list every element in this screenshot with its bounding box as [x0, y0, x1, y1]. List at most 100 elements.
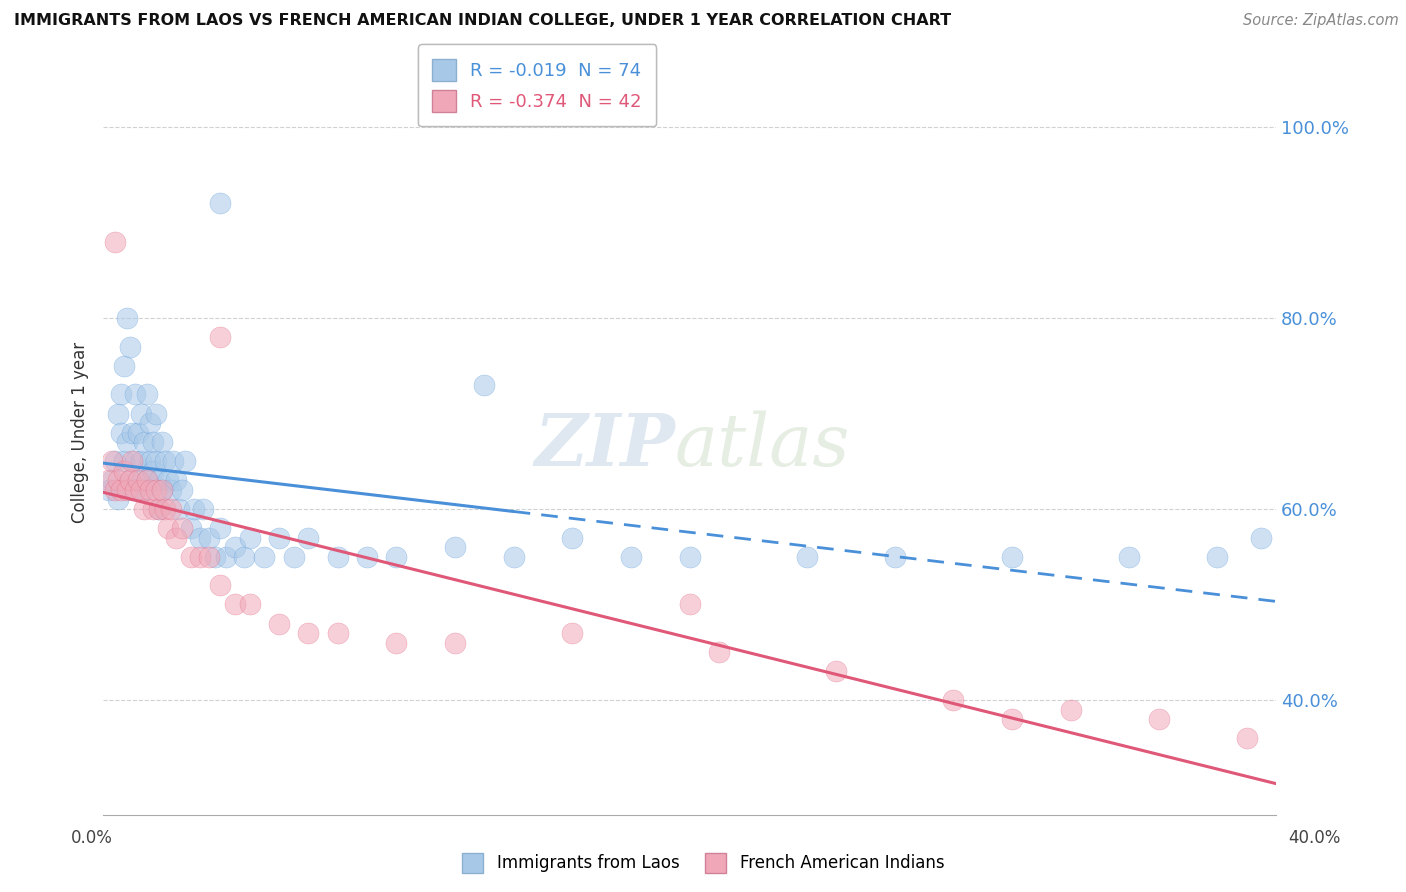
Point — [561, 626, 583, 640]
Text: IMMIGRANTS FROM LAOS VS FRENCH AMERICAN INDIAN COLLEGE, UNDER 1 YEAR CORRELATION: IMMIGRANTS FROM LAOS VS FRENCH AMERICAN … — [14, 13, 952, 29]
Point — [197, 549, 219, 564]
Point — [297, 626, 319, 640]
Point — [148, 502, 170, 516]
Point — [139, 454, 162, 468]
Point — [124, 454, 146, 468]
Point — [678, 598, 700, 612]
Point — [1147, 712, 1170, 726]
Point — [169, 502, 191, 516]
Point — [162, 454, 184, 468]
Point — [129, 483, 152, 497]
Point — [297, 531, 319, 545]
Point — [1206, 549, 1229, 564]
Point — [156, 521, 179, 535]
Point — [136, 387, 159, 401]
Point — [136, 474, 159, 488]
Point — [165, 474, 187, 488]
Point — [239, 598, 262, 612]
Point — [112, 464, 135, 478]
Point — [224, 598, 246, 612]
Point — [115, 311, 138, 326]
Point — [134, 435, 156, 450]
Point — [142, 435, 165, 450]
Point — [267, 616, 290, 631]
Point — [110, 425, 132, 440]
Point — [134, 502, 156, 516]
Point — [121, 425, 143, 440]
Point — [121, 454, 143, 468]
Point — [253, 549, 276, 564]
Point — [150, 483, 173, 497]
Point — [188, 531, 211, 545]
Text: atlas: atlas — [675, 410, 851, 482]
Point — [145, 483, 167, 497]
Point — [183, 502, 205, 516]
Point — [101, 454, 124, 468]
Point — [1001, 549, 1024, 564]
Point — [142, 502, 165, 516]
Point — [1060, 702, 1083, 716]
Point — [115, 483, 138, 497]
Point — [204, 549, 226, 564]
Point — [153, 454, 176, 468]
Point — [148, 502, 170, 516]
Point — [209, 521, 232, 535]
Point — [142, 464, 165, 478]
Point — [150, 483, 173, 497]
Point — [118, 474, 141, 488]
Point — [124, 387, 146, 401]
Point — [134, 483, 156, 497]
Point — [127, 474, 149, 488]
Point — [209, 578, 232, 592]
Point — [283, 549, 305, 564]
Legend: Immigrants from Laos, French American Indians: Immigrants from Laos, French American In… — [456, 847, 950, 880]
Point — [707, 645, 730, 659]
Point — [104, 483, 127, 497]
Point — [326, 549, 349, 564]
Point — [139, 483, 162, 497]
Point — [159, 483, 181, 497]
Point — [139, 416, 162, 430]
Point — [112, 454, 135, 468]
Point — [1001, 712, 1024, 726]
Point — [124, 483, 146, 497]
Point — [942, 693, 965, 707]
Text: Source: ZipAtlas.com: Source: ZipAtlas.com — [1243, 13, 1399, 29]
Point — [678, 549, 700, 564]
Point — [165, 531, 187, 545]
Point — [148, 474, 170, 488]
Point — [127, 474, 149, 488]
Point — [385, 549, 408, 564]
Point — [385, 636, 408, 650]
Point — [232, 549, 254, 564]
Point — [145, 454, 167, 468]
Point — [121, 483, 143, 497]
Point — [104, 454, 127, 468]
Point — [825, 665, 848, 679]
Point — [1250, 531, 1272, 545]
Point — [127, 425, 149, 440]
Point — [98, 483, 121, 497]
Point — [107, 407, 129, 421]
Point — [98, 474, 121, 488]
Point — [267, 531, 290, 545]
Point — [1118, 549, 1140, 564]
Point — [101, 474, 124, 488]
Point — [129, 407, 152, 421]
Point — [172, 521, 194, 535]
Point — [174, 454, 197, 468]
Y-axis label: College, Under 1 year: College, Under 1 year — [72, 342, 89, 524]
Point — [156, 474, 179, 488]
Point — [209, 330, 232, 344]
Point — [620, 549, 643, 564]
Point — [239, 531, 262, 545]
Point — [209, 196, 232, 211]
Point — [796, 549, 818, 564]
Point — [118, 474, 141, 488]
Text: 40.0%: 40.0% — [1288, 829, 1341, 847]
Point — [180, 549, 202, 564]
Point — [153, 502, 176, 516]
Text: ZIP: ZIP — [534, 410, 675, 482]
Point — [191, 502, 214, 516]
Text: 0.0%: 0.0% — [70, 829, 112, 847]
